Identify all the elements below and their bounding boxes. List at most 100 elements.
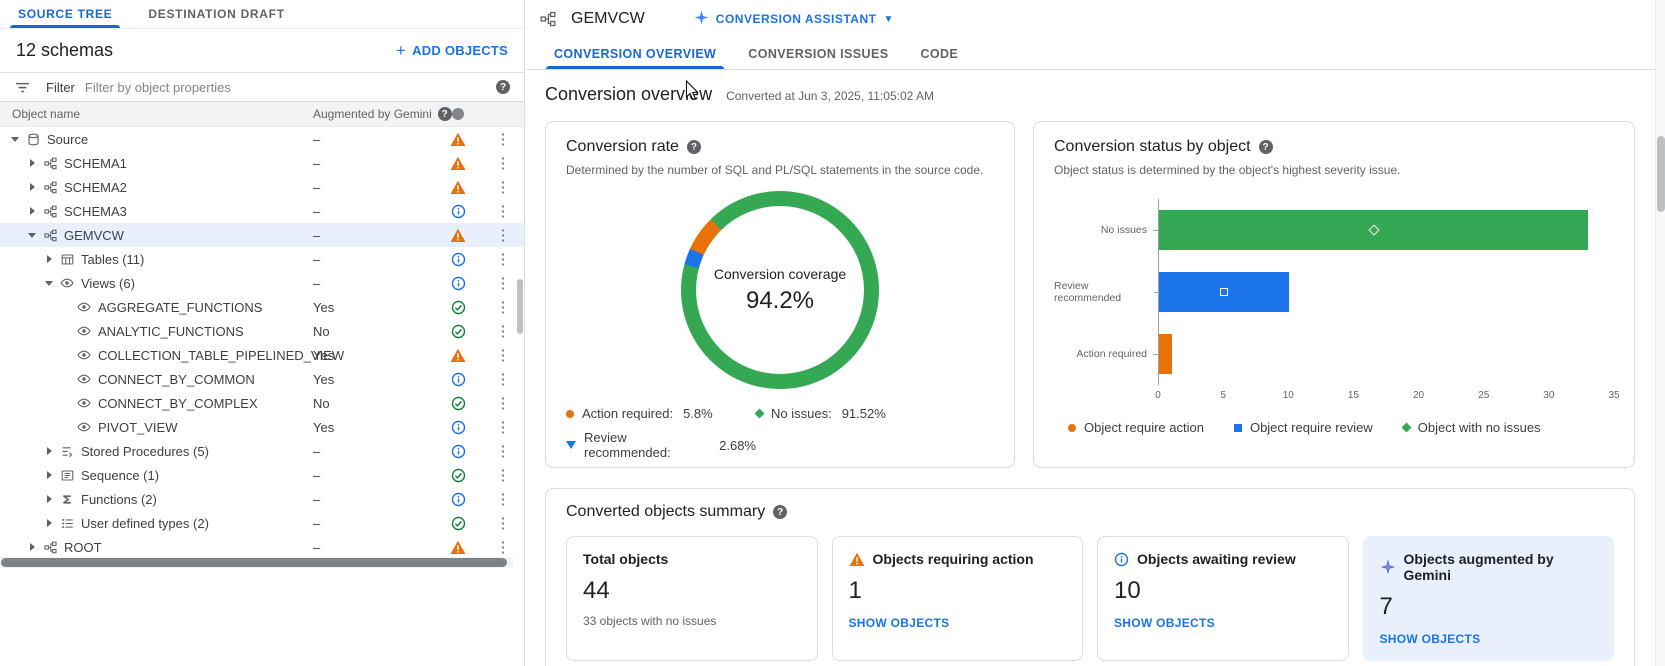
warning-status-icon[interactable]	[450, 131, 466, 147]
caret-right-icon[interactable]	[42, 516, 56, 530]
scrollbar-thumb[interactable]	[1657, 136, 1665, 212]
tree-row-views-6-[interactable]: Views (6) – ⋮	[0, 271, 524, 295]
tree-row-collection-table-pipelined-view[interactable]: COLLECTION_TABLE_PIPELINED_VIEW Yes ⋮	[0, 343, 524, 367]
tab-conversion-issues[interactable]: CONVERSION ISSUES	[748, 46, 889, 61]
card-description: Object status is determined by the objec…	[1054, 163, 1401, 177]
row-menu-button[interactable]: ⋮	[495, 490, 511, 508]
tree-row-user-defined-types-2-[interactable]: User defined types (2) – ⋮	[0, 511, 524, 535]
page-scrollbar[interactable]	[1655, 0, 1665, 666]
success-status-icon[interactable]	[450, 467, 466, 483]
tab-source-tree[interactable]: SOURCE TREE	[0, 0, 130, 28]
tree-row-stored-procedures-5-[interactable]: Stored Procedures (5) – ⋮	[0, 439, 524, 463]
info-status-icon[interactable]	[450, 371, 466, 387]
tree-row-schema2[interactable]: SCHEMA2 – ⋮	[0, 175, 524, 199]
row-menu-button[interactable]: ⋮	[495, 250, 511, 268]
row-menu-button[interactable]: ⋮	[495, 514, 511, 532]
horizontal-scrollbar[interactable]	[0, 557, 513, 568]
caret-down-icon[interactable]	[25, 228, 39, 242]
row-menu-button[interactable]: ⋮	[495, 442, 511, 460]
info-status-icon[interactable]	[450, 251, 466, 267]
augmented-value: –	[313, 155, 321, 171]
row-menu-button[interactable]: ⋮	[495, 466, 511, 484]
conversion-assistant-button[interactable]: CONVERSION ASSISTANT ▼	[694, 10, 894, 28]
row-menu-button[interactable]: ⋮	[495, 178, 511, 196]
tree-row-schema1[interactable]: SCHEMA1 – ⋮	[0, 151, 524, 175]
tree-row-sequence-1-[interactable]: Sequence (1) – ⋮	[0, 463, 524, 487]
eye-icon	[76, 347, 92, 363]
tree-row-connect-by-common[interactable]: CONNECT_BY_COMMON Yes ⋮	[0, 367, 524, 391]
augmented-value: No	[313, 395, 330, 411]
info-status-icon[interactable]	[450, 443, 466, 459]
caret-down-icon[interactable]	[42, 276, 56, 290]
column-object-name: Object name	[12, 107, 81, 121]
row-menu-button[interactable]: ⋮	[495, 394, 511, 412]
tree-row-root[interactable]: ROOT – ⋮	[0, 535, 524, 559]
show-objects-link[interactable]: SHOW OBJECTS	[848, 616, 950, 630]
help-icon[interactable]: ?	[773, 505, 788, 519]
warning-status-icon[interactable]	[450, 539, 466, 555]
tree-row-functions-2-[interactable]: Functions (2) – ⋮	[0, 487, 524, 511]
row-menu-button[interactable]: ⋮	[495, 538, 511, 556]
caret-right-icon[interactable]	[42, 444, 56, 458]
info-status-icon[interactable]	[450, 203, 466, 219]
info-status-icon[interactable]	[450, 491, 466, 507]
filter-bar[interactable]: Filter Filter by object properties ?	[0, 72, 524, 102]
row-menu-button[interactable]: ⋮	[495, 274, 511, 292]
warning-status-icon[interactable]	[450, 179, 466, 195]
info-status-icon[interactable]	[450, 419, 466, 435]
info-status-icon[interactable]	[450, 275, 466, 291]
tab-conversion-overview[interactable]: CONVERSION OVERVIEW	[538, 38, 732, 69]
caret-right-icon[interactable]	[25, 204, 39, 218]
row-menu-button[interactable]: ⋮	[495, 322, 511, 340]
caret-right-icon[interactable]	[25, 156, 39, 170]
tree-row-connect-by-complex[interactable]: CONNECT_BY_COMPLEX No ⋮	[0, 391, 524, 415]
tab-destination-draft[interactable]: DESTINATION DRAFT	[148, 7, 285, 21]
tab-code[interactable]: CODE	[920, 46, 959, 61]
warning-status-icon[interactable]	[450, 347, 466, 363]
show-objects-link[interactable]: SHOW OBJECTS	[1379, 632, 1481, 646]
add-objects-button[interactable]: + ADD OBJECTS	[395, 41, 508, 60]
tree-row-analytic-functions[interactable]: ANALYTIC_FUNCTIONS No ⋮	[0, 319, 524, 343]
help-icon[interactable]: ?	[437, 107, 452, 121]
row-menu-button[interactable]: ⋮	[495, 418, 511, 436]
help-icon[interactable]: ?	[1258, 140, 1273, 154]
tree-row-source[interactable]: Source – ⋮	[0, 127, 524, 151]
tree-vertical-scrollbar[interactable]	[516, 127, 524, 557]
row-menu-button[interactable]: ⋮	[495, 298, 511, 316]
row-menu-button[interactable]: ⋮	[495, 346, 511, 364]
success-status-icon[interactable]	[450, 323, 466, 339]
help-icon[interactable]: ?	[686, 140, 701, 154]
warning-status-icon[interactable]	[450, 227, 466, 243]
bar-chart-legend: Object require action Object require revi…	[1068, 420, 1614, 435]
scrollbar-thumb[interactable]	[1, 558, 507, 567]
tree-row-aggregate-functions[interactable]: AGGREGATE_FUNCTIONS Yes ⋮	[0, 295, 524, 319]
row-menu-button[interactable]: ⋮	[495, 226, 511, 244]
scrollbar-thumb[interactable]	[517, 279, 523, 334]
tree-row-gemvcw[interactable]: GEMVCW – ⋮	[0, 223, 524, 247]
show-objects-link[interactable]: SHOW OBJECTS	[1114, 616, 1215, 630]
success-status-icon[interactable]	[450, 395, 466, 411]
caret-spacer	[59, 396, 73, 410]
tree-row-pivot-view[interactable]: PIVOT_VIEW Yes ⋮	[0, 415, 524, 439]
object-name: Stored Procedures (5)	[81, 443, 209, 459]
caret-right-icon[interactable]	[25, 540, 39, 554]
row-menu-button[interactable]: ⋮	[495, 130, 511, 148]
status-filter-dot[interactable]	[450, 106, 466, 122]
caret-right-icon[interactable]	[42, 492, 56, 506]
schema-icon	[42, 539, 58, 555]
tree-row-tables-11-[interactable]: Tables (11) – ⋮	[0, 247, 524, 271]
warning-status-icon[interactable]	[450, 155, 466, 171]
row-menu-button[interactable]: ⋮	[495, 154, 511, 172]
row-menu-button[interactable]: ⋮	[495, 202, 511, 220]
success-status-icon[interactable]	[450, 299, 466, 315]
help-icon[interactable]: ?	[496, 80, 510, 94]
caret-right-icon[interactable]	[42, 252, 56, 266]
caret-right-icon[interactable]	[25, 180, 39, 194]
row-menu-button[interactable]: ⋮	[495, 370, 511, 388]
x-tick-label: 30	[1543, 390, 1555, 401]
filter-input[interactable]: Filter by object properties	[84, 79, 231, 95]
tree-row-schema3[interactable]: SCHEMA3 – ⋮	[0, 199, 524, 223]
caret-right-icon[interactable]	[42, 468, 56, 482]
caret-down-icon[interactable]	[8, 132, 22, 146]
success-status-icon[interactable]	[450, 515, 466, 531]
